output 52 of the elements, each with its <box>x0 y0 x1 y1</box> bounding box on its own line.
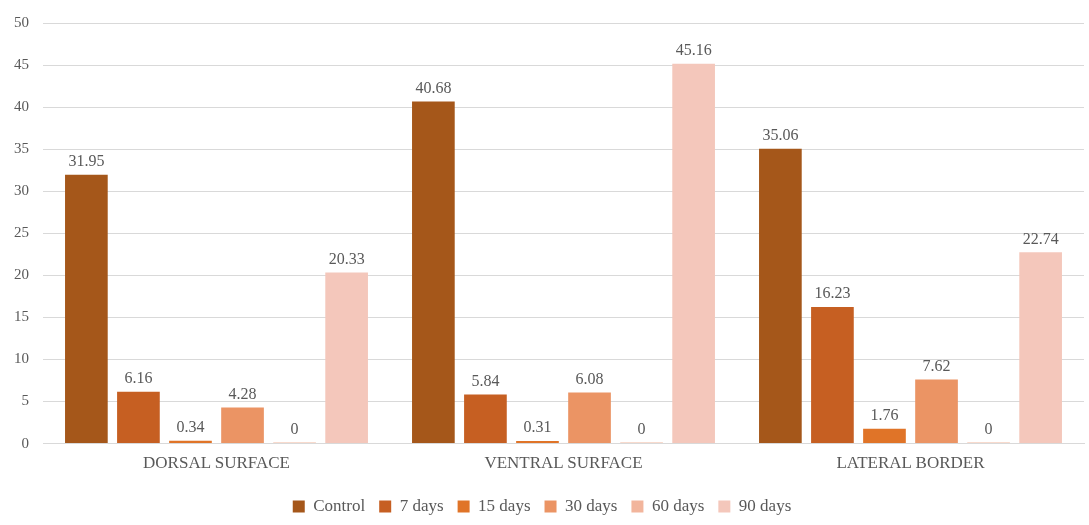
data-label: 5.84 <box>471 371 500 389</box>
data-label: 16.23 <box>814 284 851 302</box>
y-tick-label: 30 <box>14 182 29 199</box>
y-tick-label: 40 <box>14 98 29 115</box>
data-label: 7.62 <box>922 356 951 374</box>
y-tick-label: 10 <box>14 350 29 367</box>
bar <box>117 391 160 444</box>
y-tick-label: 15 <box>14 308 29 325</box>
legend-label: 90 days <box>738 495 792 515</box>
data-label: 0 <box>984 419 993 437</box>
data-label: 20.33 <box>328 249 365 267</box>
data-label: 0.31 <box>523 418 552 436</box>
y-tick-label: 0 <box>21 434 29 451</box>
legend-label: 15 days <box>478 495 531 515</box>
y-tick-label: 45 <box>14 56 29 72</box>
data-label: 6.08 <box>575 369 604 387</box>
data-label: 40.68 <box>415 78 452 96</box>
data-label: 0 <box>637 419 646 437</box>
data-label: 0.34 <box>176 417 205 435</box>
bar <box>759 148 802 444</box>
bar <box>811 307 854 444</box>
bar <box>568 392 611 444</box>
bar <box>1019 252 1062 444</box>
y-tick-label: 35 <box>14 140 29 157</box>
bar <box>863 428 906 444</box>
x-tick-label: VENTRAL SURFACE <box>484 453 643 473</box>
bar <box>65 174 108 444</box>
bar <box>221 407 264 444</box>
x-tick-label: LATERAL BORDER <box>836 453 986 473</box>
y-tick-label: 20 <box>14 266 29 283</box>
data-label: 22.74 <box>1022 229 1059 247</box>
y-tick-label: 5 <box>21 392 29 409</box>
bar <box>412 101 455 444</box>
y-tick-label: 50 <box>14 13 29 30</box>
data-label: 1.76 <box>870 406 899 423</box>
y-tick-label: 25 <box>14 224 29 241</box>
legend-label: 7 days <box>399 495 444 515</box>
bar <box>464 394 507 444</box>
data-label: 4.28 <box>228 384 257 402</box>
data-label: 6.16 <box>124 368 153 386</box>
data-label: 0 <box>290 419 299 437</box>
legend-label: 60 days <box>651 495 705 515</box>
x-tick-label: DORSAL SURFACE <box>143 453 290 473</box>
bar <box>672 63 715 444</box>
data-label: 31.95 <box>68 152 105 170</box>
data-label: 35.06 <box>762 125 799 143</box>
bar <box>516 440 559 444</box>
bar <box>325 272 368 444</box>
legend-label: Control <box>313 495 366 515</box>
legend-label: 30 days <box>565 495 618 515</box>
data-label: 45.16 <box>675 40 712 58</box>
bar <box>915 379 958 444</box>
